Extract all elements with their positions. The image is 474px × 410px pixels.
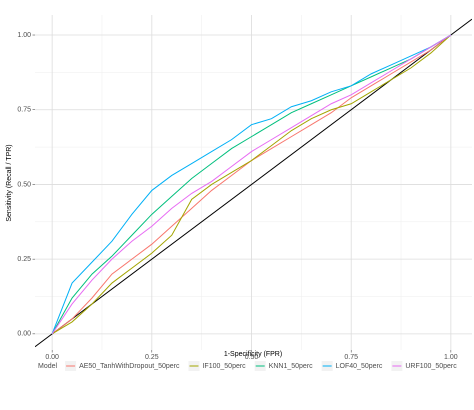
x-tick-label: 0.50 (245, 354, 259, 361)
y-tick-label: 0.00 (17, 331, 31, 338)
roc-curve (51, 34, 452, 335)
y-tick-label: 0.50 (17, 181, 31, 188)
legend-label[interactable]: URF100_50perc (405, 363, 457, 370)
y-tick-label: 1.00 (17, 32, 31, 39)
reference-line (35, 18, 472, 348)
legend-title: Model (38, 363, 58, 370)
x-tick-label: 0.75 (344, 354, 358, 361)
x-axis-title: 1-Specificity (FPR) (224, 351, 282, 358)
x-tick-label: 0.25 (145, 354, 159, 361)
legend-label[interactable]: IF100_50perc (202, 363, 246, 370)
y-tick-label: 0.25 (17, 256, 31, 263)
legend-label[interactable]: AE50_TanhWithDropout_50perc (79, 363, 180, 370)
y-axis-title: Sensitivity (Recall / TPR) (6, 144, 13, 221)
roc-curve (51, 34, 452, 335)
roc-curve (51, 34, 452, 335)
roc-curve (51, 34, 452, 335)
legend-label[interactable]: LOF40_50perc (336, 363, 383, 370)
legend-label[interactable]: KNN1_50perc (269, 363, 313, 370)
x-tick-label: 0.00 (45, 354, 59, 361)
x-tick-label: 1.00 (444, 354, 458, 361)
y-tick-label: 0.75 (17, 107, 31, 114)
